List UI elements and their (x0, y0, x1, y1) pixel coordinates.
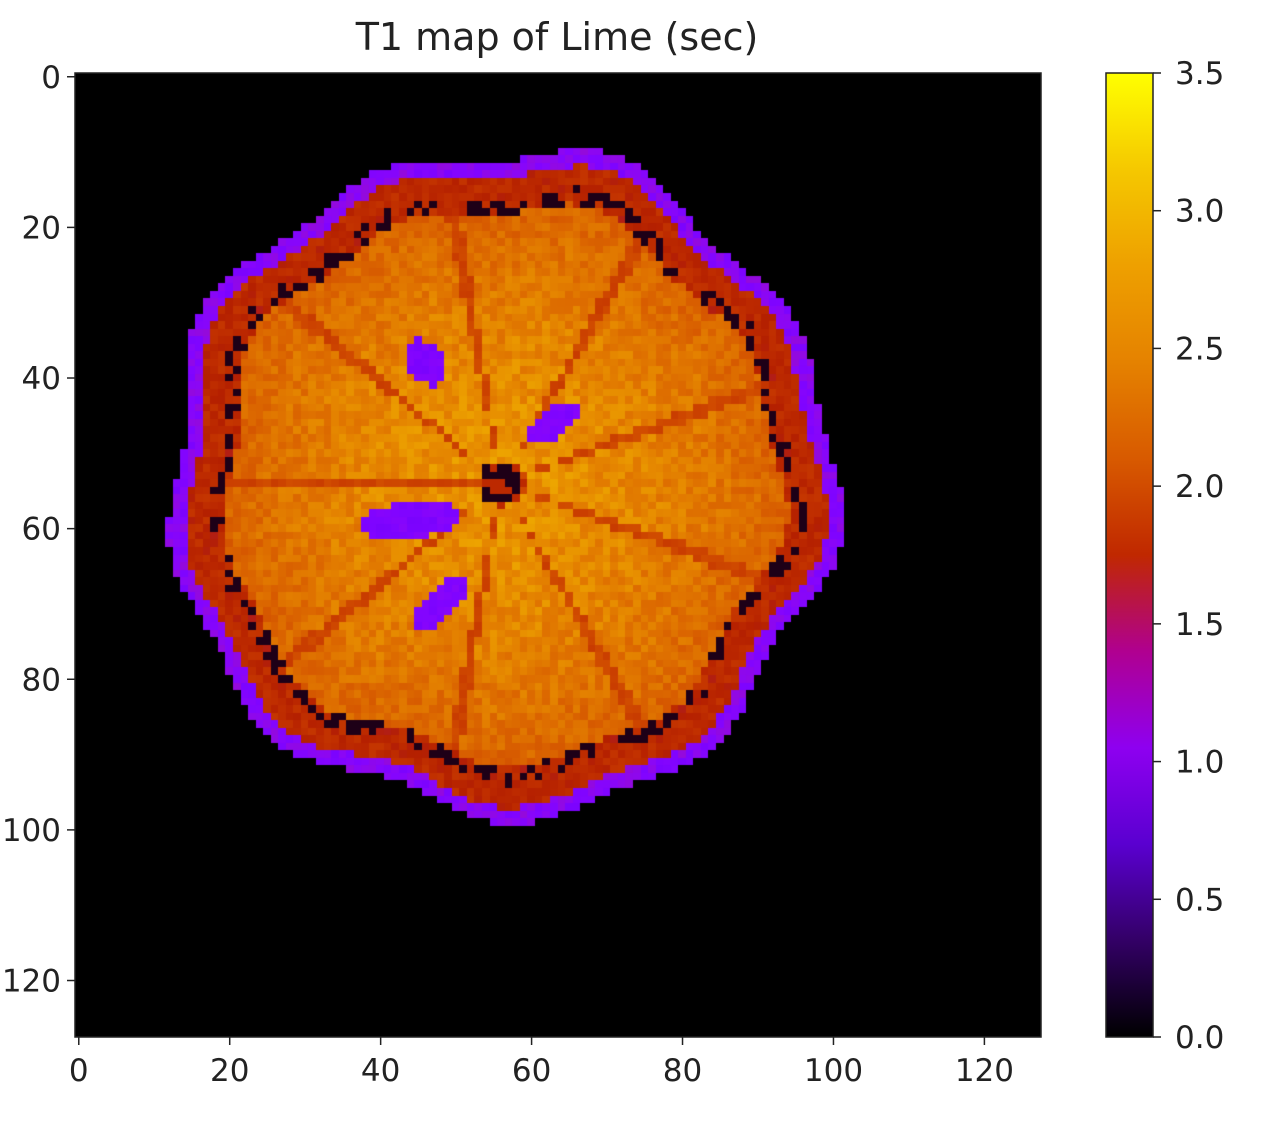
colorbar: 0.0 0.5 1.0 1.5 2.0 2.5 3.0 3.5 (1105, 56, 1224, 1056)
plot-frame (74, 72, 1042, 1038)
x-tick-label: 20 (210, 1053, 249, 1089)
colorbar-tick-label: 0.0 (1175, 1020, 1224, 1056)
colorbar-tick-label: 2.5 (1175, 331, 1224, 367)
x-tick-label: 40 (361, 1053, 400, 1089)
x-tick-label: 60 (512, 1053, 551, 1089)
colorbar-tick-label: 2.0 (1175, 469, 1224, 505)
x-tick-label: 120 (955, 1053, 1014, 1089)
y-tick-label: 60 (22, 512, 61, 548)
colorbar-tick-label: 1.0 (1175, 745, 1224, 781)
colorbar-tick-label: 0.5 (1175, 882, 1224, 918)
y-tick-label: 100 (2, 813, 61, 849)
heatmap-axes: 0 20 40 60 80 100 120 0 20 40 60 80 100 120 (2, 60, 1042, 1089)
y-tick-label: 40 (22, 361, 61, 397)
y-axis: 0 20 40 60 80 100 120 (2, 60, 75, 1000)
heatmap-image (75, 73, 1041, 1037)
colorbar-gradient (1105, 72, 1154, 1038)
x-axis: 0 20 40 60 80 100 120 (69, 1037, 1014, 1089)
colorbar-tick-label: 1.5 (1175, 607, 1224, 643)
y-tick-label: 120 (2, 964, 61, 1000)
y-tick-label: 80 (22, 662, 61, 698)
x-tick-label: 80 (663, 1053, 702, 1089)
y-tick-label: 20 (22, 210, 61, 246)
colorbar-axis: 0.0 0.5 1.0 1.5 2.0 2.5 3.0 3.5 (1153, 56, 1224, 1056)
x-tick-label: 0 (69, 1053, 89, 1089)
colorbar-tick-label: 3.0 (1175, 194, 1224, 230)
colorbar-tick-label: 3.5 (1175, 56, 1224, 92)
chart-title: T1 map of Lime (sec) (355, 15, 759, 59)
heatmap-image-holder (75, 73, 1041, 1037)
x-tick-label: 100 (804, 1053, 863, 1089)
y-tick-label: 0 (41, 60, 61, 96)
